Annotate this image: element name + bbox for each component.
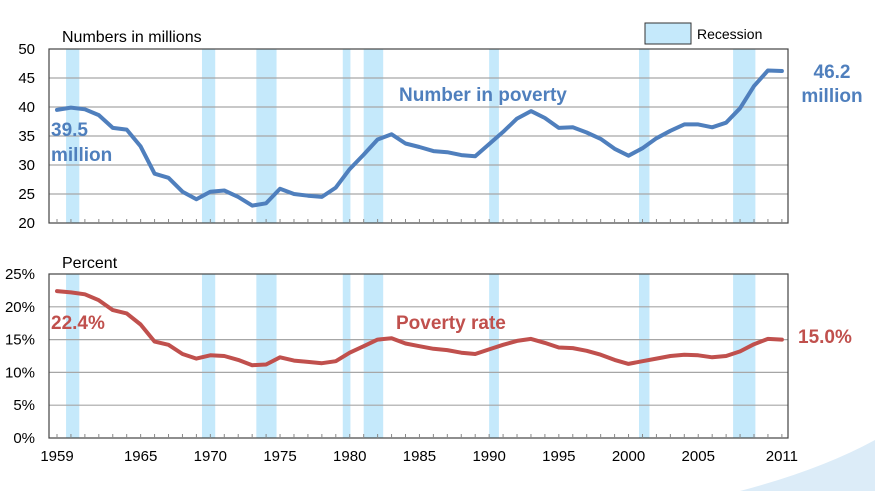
y-tick-label: 10% xyxy=(5,364,35,381)
series-label-number: Number in poverty xyxy=(399,85,567,106)
y-tick-label: 30 xyxy=(18,157,35,174)
bottom-title: Percent xyxy=(62,255,118,272)
start-unit-number: million xyxy=(51,145,112,166)
legend-label: Recession xyxy=(697,26,762,42)
x-tick-label: 1985 xyxy=(403,448,436,465)
plot-frame xyxy=(48,48,789,224)
x-tick-label: 1995 xyxy=(542,448,575,465)
plot-frame xyxy=(48,273,789,439)
y-tick-label: 40 xyxy=(18,99,35,116)
y-tick-label: 20 xyxy=(18,215,35,232)
bottom-panel: 0% 5% 10% 15% 20% 25% 1959 1965 1970 1975 1980 1985… xyxy=(5,266,798,465)
y-tick-label: 25% xyxy=(5,266,35,283)
top-panel: 20 25 30 35 40 45 50 xyxy=(18,41,789,232)
y-tick-label: 35 xyxy=(18,128,35,145)
recession-band xyxy=(489,274,499,438)
series-label-rate: Poverty rate xyxy=(396,313,506,334)
y-tick-label: 0% xyxy=(13,430,35,447)
x-tick-label: 1980 xyxy=(333,448,366,465)
legend-swatch xyxy=(644,22,692,45)
x-tick-label: 1970 xyxy=(194,448,227,465)
end-value-rate: 15.0% xyxy=(798,327,852,348)
x-tick-label: 1959 xyxy=(40,448,73,465)
start-value-number: 39.5 xyxy=(51,120,88,141)
top-title: Numbers in millions xyxy=(62,29,202,46)
recession-band xyxy=(638,274,650,438)
recession-band xyxy=(66,274,80,438)
x-tick-label: 2000 xyxy=(612,448,645,465)
y-tick-label: 45 xyxy=(18,70,35,87)
x-tick-label: 2005 xyxy=(682,448,715,465)
y-tick-label: 20% xyxy=(5,299,35,316)
y-tick-label: 15% xyxy=(5,332,35,349)
recession-band xyxy=(733,274,756,438)
start-value-rate: 22.4% xyxy=(51,313,105,334)
y-tick-label: 50 xyxy=(18,41,35,58)
end-unit-number: million xyxy=(801,86,862,107)
end-value-number: 46.2 xyxy=(814,62,851,83)
x-tick-label: 1975 xyxy=(263,448,296,465)
recession-band xyxy=(256,274,277,438)
decorative-swoosh xyxy=(740,440,875,491)
y-tick-label: 25 xyxy=(18,186,35,203)
x-tick-label: 2011 xyxy=(766,448,798,465)
y-tick-label: 5% xyxy=(13,397,35,414)
x-tick-label: 1990 xyxy=(472,448,505,465)
x-tick-label: 1965 xyxy=(124,448,157,465)
recession-band xyxy=(363,274,384,438)
